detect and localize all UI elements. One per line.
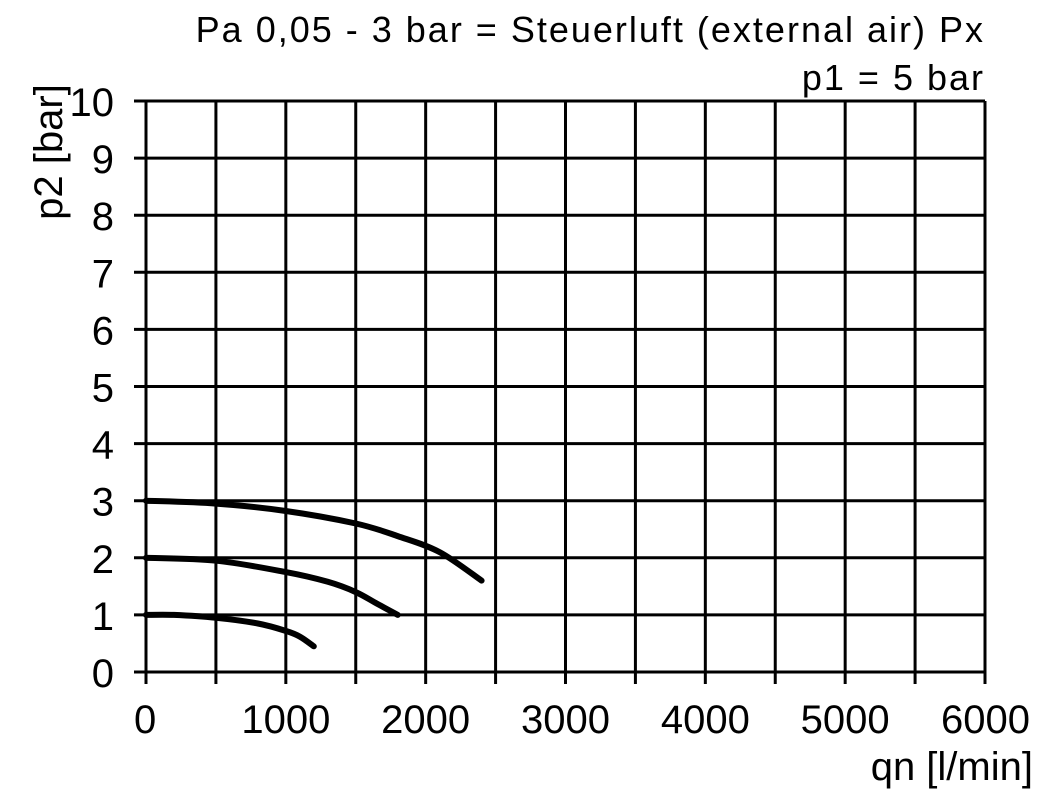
x-tick-label: 1000 [241, 698, 330, 742]
x-tick-label: 0 [134, 698, 156, 742]
y-tick-label: 5 [92, 367, 114, 411]
y-tick-label: 8 [92, 195, 114, 239]
y-tick-label: 1 [92, 595, 114, 639]
y-axis-ticks: 0 1 2 3 4 5 6 7 8 9 10 [70, 81, 115, 696]
y-tick-label: 10 [70, 81, 115, 125]
y-tick-label: 6 [92, 309, 114, 353]
x-axis-ticks: 0 1000 2000 3000 4000 5000 6000 [134, 698, 1030, 742]
x-tick-label: 4000 [661, 698, 750, 742]
chart-subtitle: p1 = 5 bar [802, 57, 985, 98]
series-line-2 [143, 554, 401, 618]
y-tick-label: 0 [92, 652, 114, 696]
series-line-3 [143, 497, 485, 584]
y-tick-label: 2 [92, 538, 114, 582]
x-tick-label: 2000 [381, 698, 470, 742]
series-line-1 [143, 611, 317, 650]
x-axis-label: qn [l/min] [871, 745, 1033, 789]
series-lines [143, 497, 485, 650]
chart-title: Pa 0,05 - 3 bar = Steuerluft (external a… [196, 9, 985, 50]
plot-grid [134, 99, 987, 684]
y-tick-label: 4 [92, 424, 114, 468]
y-tick-label: 3 [92, 481, 114, 525]
x-tick-label: 3000 [521, 698, 610, 742]
y-tick-label: 7 [92, 252, 114, 296]
x-tick-label: 6000 [941, 698, 1030, 742]
x-tick-label: 5000 [801, 698, 890, 742]
y-tick-label: 9 [92, 138, 114, 182]
y-axis-label: p2 [bar] [27, 84, 71, 220]
